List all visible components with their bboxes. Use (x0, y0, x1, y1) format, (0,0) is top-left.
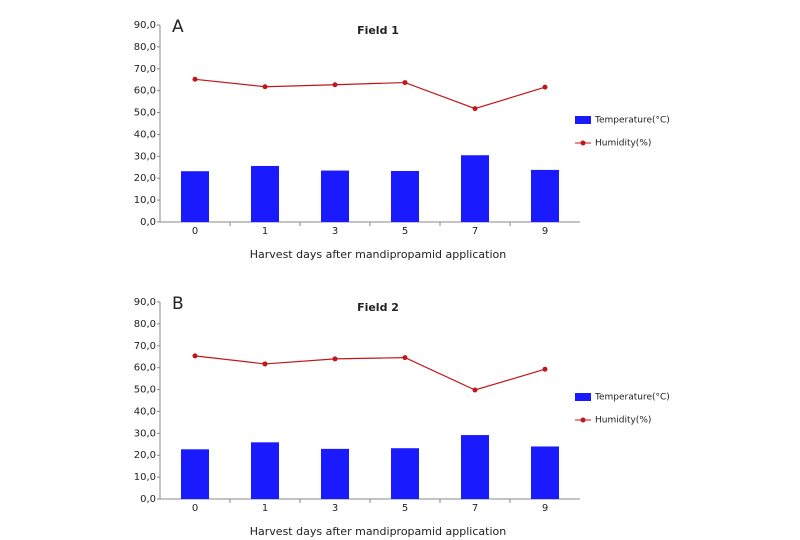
y-tick-label: 30,0 (134, 151, 156, 162)
point (472, 387, 478, 393)
x-tick-label: 7 (472, 503, 478, 514)
bar (321, 170, 349, 222)
y-tick-label: 10,0 (134, 472, 156, 483)
y-tick-label: 10,0 (134, 195, 156, 206)
x-tick-label: 3 (332, 226, 338, 237)
bar (461, 155, 489, 222)
chart-title: Field 1 (357, 24, 399, 37)
legend-swatch (580, 417, 586, 423)
point (542, 84, 548, 90)
x-tick-label: 0 (192, 226, 198, 237)
legend-swatch (575, 393, 591, 401)
x-tick-label: 7 (472, 226, 478, 237)
bar (251, 442, 279, 499)
point (192, 76, 198, 82)
x-tick-label: 3 (332, 503, 338, 514)
point (262, 361, 268, 367)
line (194, 355, 546, 391)
y-tick-label: 0,0 (140, 494, 156, 505)
panel-label: B (172, 294, 184, 314)
bar (531, 446, 559, 499)
x-tick-label: 5 (402, 226, 408, 237)
legend-label: Temperature(°C) (594, 393, 670, 403)
line (194, 78, 546, 110)
point (542, 366, 548, 372)
legend-swatch (580, 140, 586, 146)
y-tick-label: 0,0 (140, 217, 156, 228)
legend-label: Humidity(%) (595, 416, 651, 426)
panel-label: A (172, 17, 184, 37)
legend-swatch (575, 116, 591, 124)
x-tick-label: 1 (262, 226, 268, 237)
y-tick-label: 80,0 (134, 42, 156, 53)
y-tick-label: 90,0 (134, 20, 156, 31)
x-axis-label: Harvest days after mandipropamid applica… (250, 525, 506, 538)
legend-label: Humidity(%) (595, 139, 651, 149)
bar (391, 170, 419, 222)
chart-title: Field 2 (357, 301, 399, 314)
y-tick-label: 80,0 (134, 319, 156, 330)
bar (251, 165, 279, 222)
bar (181, 171, 209, 222)
bar (391, 448, 419, 499)
bar (461, 435, 489, 499)
x-tick-label: 9 (542, 226, 548, 237)
legend-label: Temperature(°C) (594, 116, 670, 126)
y-tick-label: 40,0 (134, 406, 156, 417)
bar (531, 169, 559, 222)
x-axis-label: Harvest days after mandipropamid applica… (250, 248, 506, 261)
y-tick-label: 20,0 (134, 173, 156, 184)
y-tick-label: 30,0 (134, 428, 156, 439)
y-tick-label: 50,0 (134, 108, 156, 119)
point (332, 82, 338, 88)
x-tick-label: 0 (192, 503, 198, 514)
y-tick-label: 60,0 (134, 86, 156, 97)
bar (181, 449, 209, 499)
point (402, 355, 408, 361)
point (472, 106, 478, 112)
point (192, 353, 198, 359)
x-tick-label: 9 (542, 503, 548, 514)
point (262, 84, 268, 90)
y-tick-label: 70,0 (134, 64, 156, 75)
y-tick-label: 90,0 (134, 297, 156, 308)
point (332, 356, 338, 362)
y-tick-label: 50,0 (134, 385, 156, 396)
y-tick-label: 60,0 (134, 363, 156, 374)
y-tick-label: 20,0 (134, 450, 156, 461)
x-tick-label: 5 (402, 503, 408, 514)
bar (321, 448, 349, 499)
point (402, 80, 408, 86)
y-tick-label: 40,0 (134, 129, 156, 140)
y-tick-label: 70,0 (134, 341, 156, 352)
x-tick-label: 1 (262, 503, 268, 514)
